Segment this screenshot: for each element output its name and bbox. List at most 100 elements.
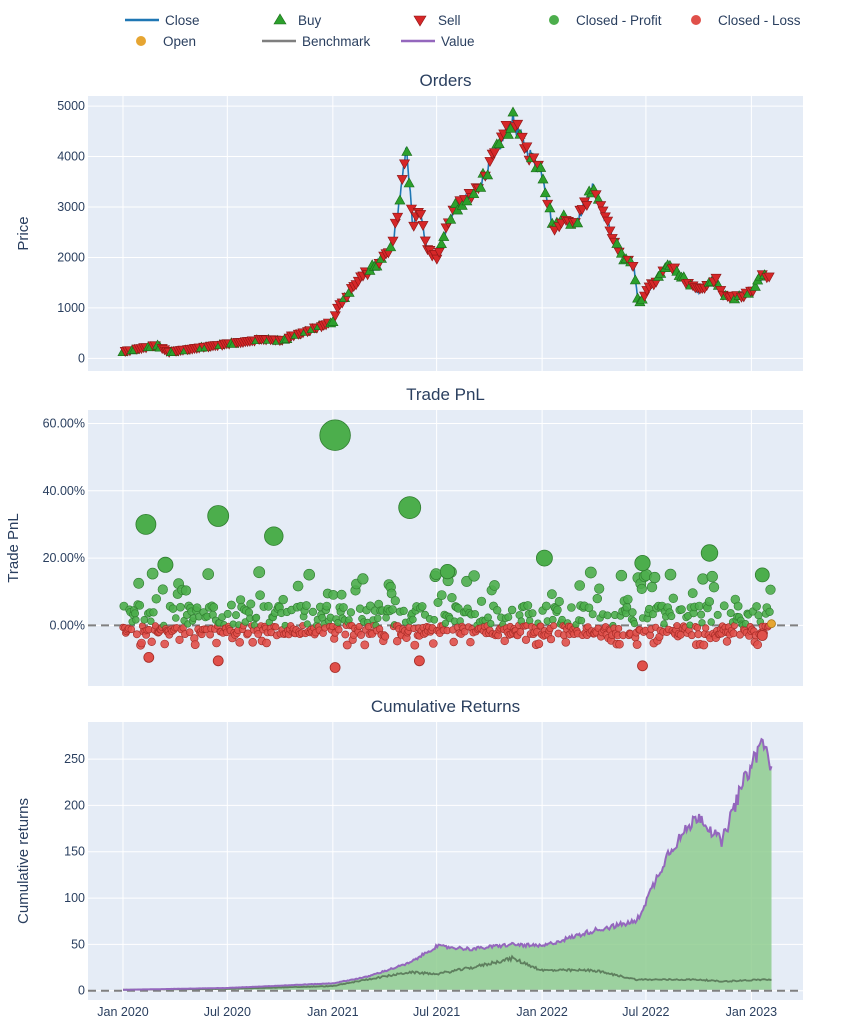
trade-pnl-plot-area — [88, 410, 803, 686]
profit-point — [430, 615, 439, 624]
profit-point — [301, 601, 311, 610]
legend-label: Open — [163, 34, 196, 49]
profit-point — [346, 608, 356, 617]
profit-point — [667, 612, 676, 621]
sell-marker — [415, 210, 427, 221]
returns-fill — [123, 739, 772, 990]
y-tick-label: 20.00% — [43, 551, 85, 565]
profit-point — [334, 618, 342, 627]
legend-item-benchmark: Benchmark — [262, 34, 371, 49]
y-tick-label: 60.00% — [43, 416, 85, 430]
profit-point — [634, 554, 651, 572]
profit-point — [409, 615, 417, 624]
profit-point — [319, 419, 351, 451]
sell-marker — [500, 120, 512, 131]
profit-point — [584, 603, 594, 613]
loss-point — [534, 639, 544, 649]
profit-point — [202, 568, 214, 580]
orders-title: Orders — [420, 71, 472, 90]
loss-point — [127, 625, 136, 634]
legend-label: Value — [441, 34, 475, 49]
cumulative-returns-marks — [88, 737, 803, 992]
profit-point — [628, 608, 637, 617]
legend-item-sell: Sell — [413, 13, 461, 28]
profit-point — [664, 568, 677, 581]
profit-point — [468, 570, 480, 582]
profit-point — [176, 602, 185, 612]
profit-point — [278, 594, 288, 605]
profit-point — [648, 610, 657, 619]
sell-marker — [710, 273, 722, 284]
x-tick-label: Jul 2022 — [622, 1005, 669, 1019]
trade-pnl-title: Trade PnL — [406, 385, 485, 404]
sell-marker — [627, 261, 639, 272]
loss-point — [546, 635, 556, 644]
profit-point — [470, 610, 479, 619]
loss-point — [466, 637, 475, 647]
profit-point — [303, 620, 311, 628]
buy-marker — [611, 237, 623, 248]
profit-point — [752, 602, 761, 611]
profit-point — [567, 603, 576, 612]
buy-marker — [502, 128, 514, 139]
loss-point — [360, 640, 370, 650]
profit-point — [603, 611, 612, 620]
loss-point — [393, 636, 402, 646]
legend-label: Benchmark — [302, 34, 371, 49]
profit-point — [547, 589, 557, 600]
profit-point — [493, 606, 502, 615]
x-tick-label: Jan 2020 — [97, 1005, 148, 1019]
y-tick-label: 0 — [78, 351, 85, 365]
buy-marker — [535, 161, 547, 172]
loss-point — [614, 624, 623, 633]
buy-marker — [537, 173, 549, 184]
profit-point — [697, 610, 706, 619]
profit-point — [246, 599, 256, 609]
loss-point — [516, 628, 525, 636]
buy-marker — [482, 169, 494, 180]
profit-point — [226, 600, 236, 610]
loss-point — [272, 623, 280, 631]
profit-point — [713, 610, 722, 619]
buy-marker — [438, 230, 450, 241]
buy-marker — [539, 187, 551, 198]
loss-point — [722, 637, 732, 646]
trade-pnl-marks — [88, 419, 803, 673]
profit-point — [636, 583, 647, 595]
buy-marker — [749, 280, 761, 291]
sell-marker — [595, 201, 607, 212]
loss-point — [132, 630, 141, 639]
y-tick-label: 50 — [71, 937, 85, 951]
profit-point — [754, 611, 763, 620]
x-tick-label: Jan 2021 — [307, 1005, 358, 1019]
profit-point — [541, 601, 551, 611]
loss-point — [428, 639, 438, 648]
profit-point — [719, 601, 729, 611]
loss-point — [341, 630, 350, 639]
profit-point — [132, 616, 140, 624]
loss-point — [235, 637, 244, 647]
y-tick-label: 3000 — [57, 200, 85, 214]
legend: Close Buy Sell Closed - Profit Closed - Loss… — [125, 13, 801, 49]
legend-item-close: Close — [125, 13, 200, 28]
loss-point — [753, 640, 762, 650]
sell-marker — [512, 119, 524, 130]
profit-point — [660, 620, 668, 628]
profit-point — [263, 601, 273, 611]
profit-point — [646, 581, 658, 593]
legend-label: Closed - Profit — [576, 13, 662, 28]
profit-point — [232, 611, 241, 620]
profit-point — [207, 505, 230, 527]
y-tick-label: 0 — [78, 984, 85, 998]
profit-point — [487, 619, 495, 628]
profit-point — [615, 569, 628, 582]
profit-point — [172, 614, 180, 622]
profit-point — [390, 596, 400, 606]
circle-icon — [549, 15, 559, 25]
buy-marker — [435, 238, 447, 249]
loss-point — [410, 640, 420, 650]
loss-point — [342, 640, 352, 650]
loss-point — [355, 622, 363, 630]
loss-point — [244, 629, 252, 638]
